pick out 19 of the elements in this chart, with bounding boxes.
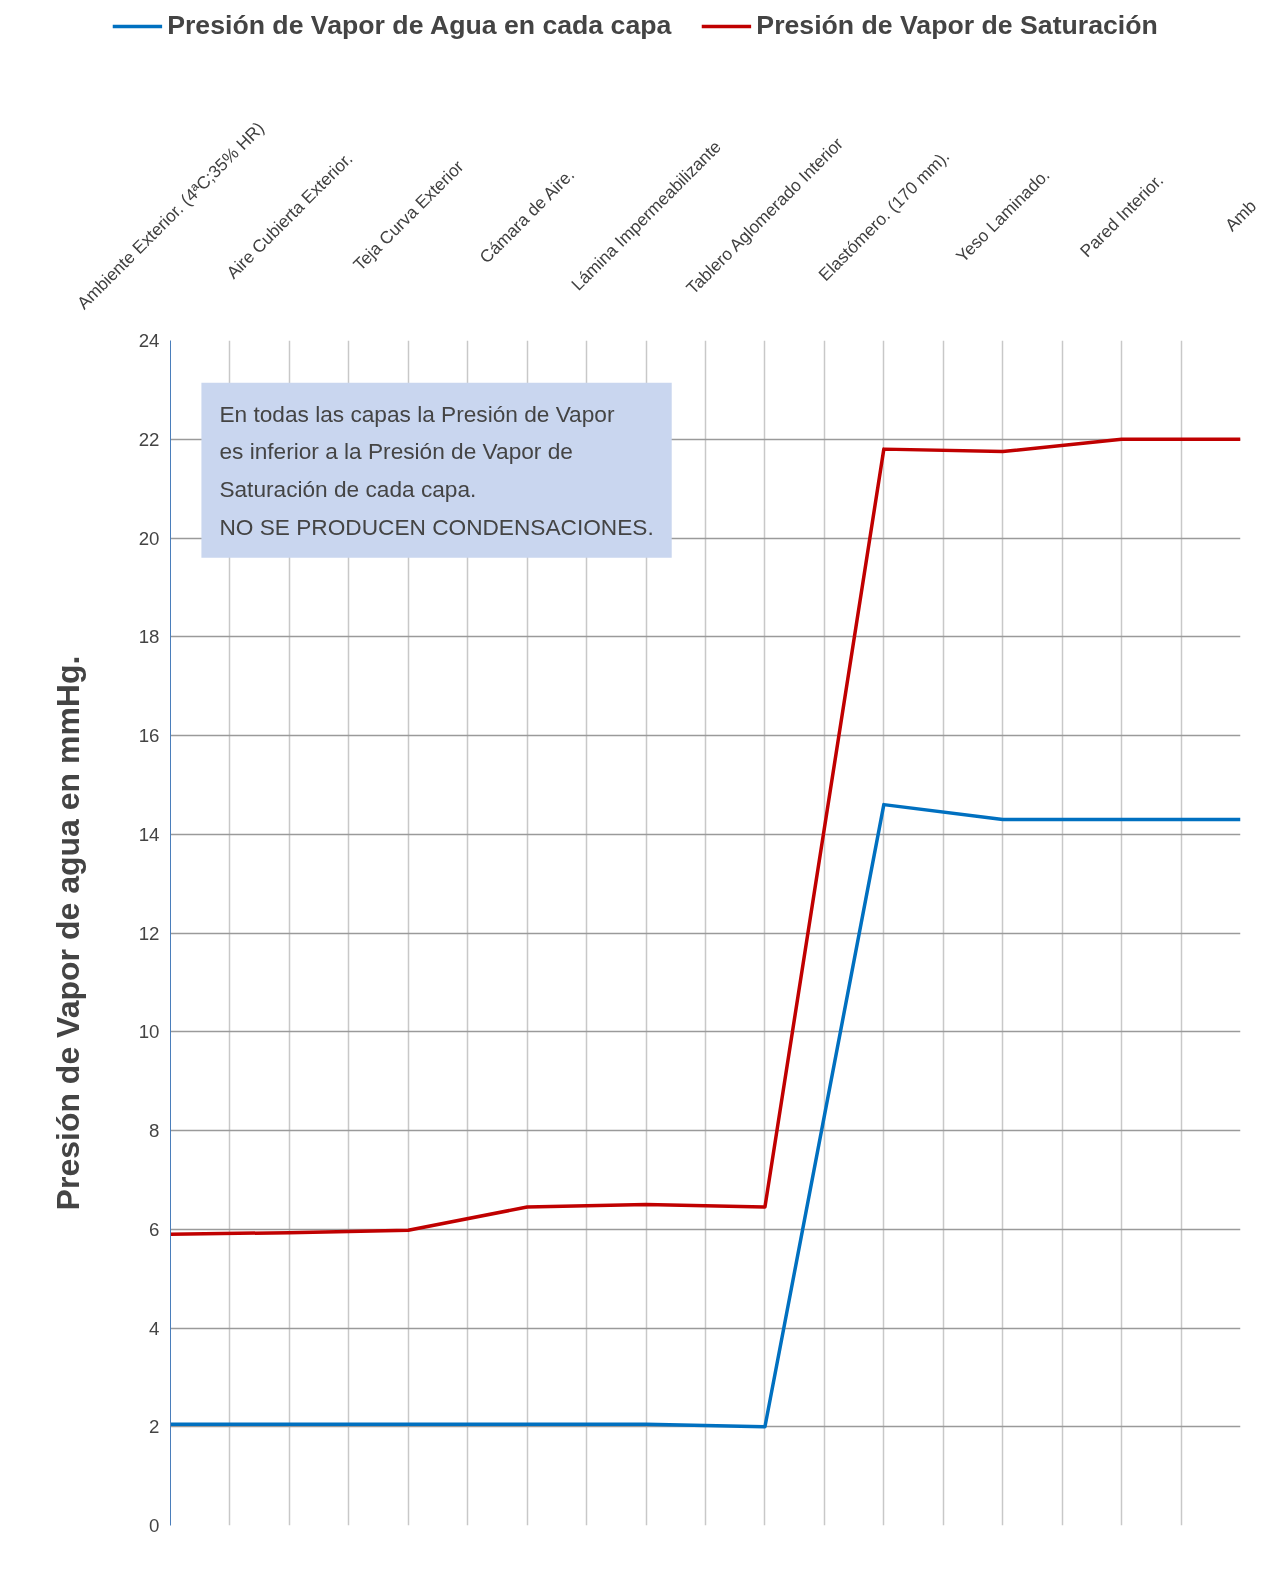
legend-label: Presión de Vapor de Agua en cada capa	[167, 10, 672, 41]
y-tick-label: 4	[149, 1317, 160, 1339]
line-series	[170, 802, 1241, 1429]
y-tick-label: 8	[149, 1120, 160, 1141]
y-tick-label: 2	[149, 1416, 160, 1438]
y-axis-title: Presión de Vapor de agua en mmHg.	[49, 655, 86, 1211]
y-tick-label: 6	[149, 1218, 160, 1240]
y-tick-label: 18	[138, 626, 160, 648]
y-tick-label: 24	[138, 330, 160, 351]
y-tick-label: 10	[138, 1021, 160, 1043]
legend-label: Presión de Vapor de Saturación	[756, 10, 1158, 41]
y-tick-label: 0	[149, 1515, 160, 1536]
y-tick-label: 12	[138, 922, 160, 944]
y-tick-label: 14	[138, 823, 160, 845]
y-tick-label: 20	[138, 527, 160, 549]
annotation: En todas las capas la Presión de Vapor es inferior a la Presión de Vapor de Saturación de cada capa. NO SE PRODUCEN CONDENSACIONES.	[219, 400, 654, 540]
y-tick-label: 16	[138, 725, 160, 746]
line-series	[170, 437, 1241, 1236]
y-tick-label: 22	[138, 428, 160, 450]
